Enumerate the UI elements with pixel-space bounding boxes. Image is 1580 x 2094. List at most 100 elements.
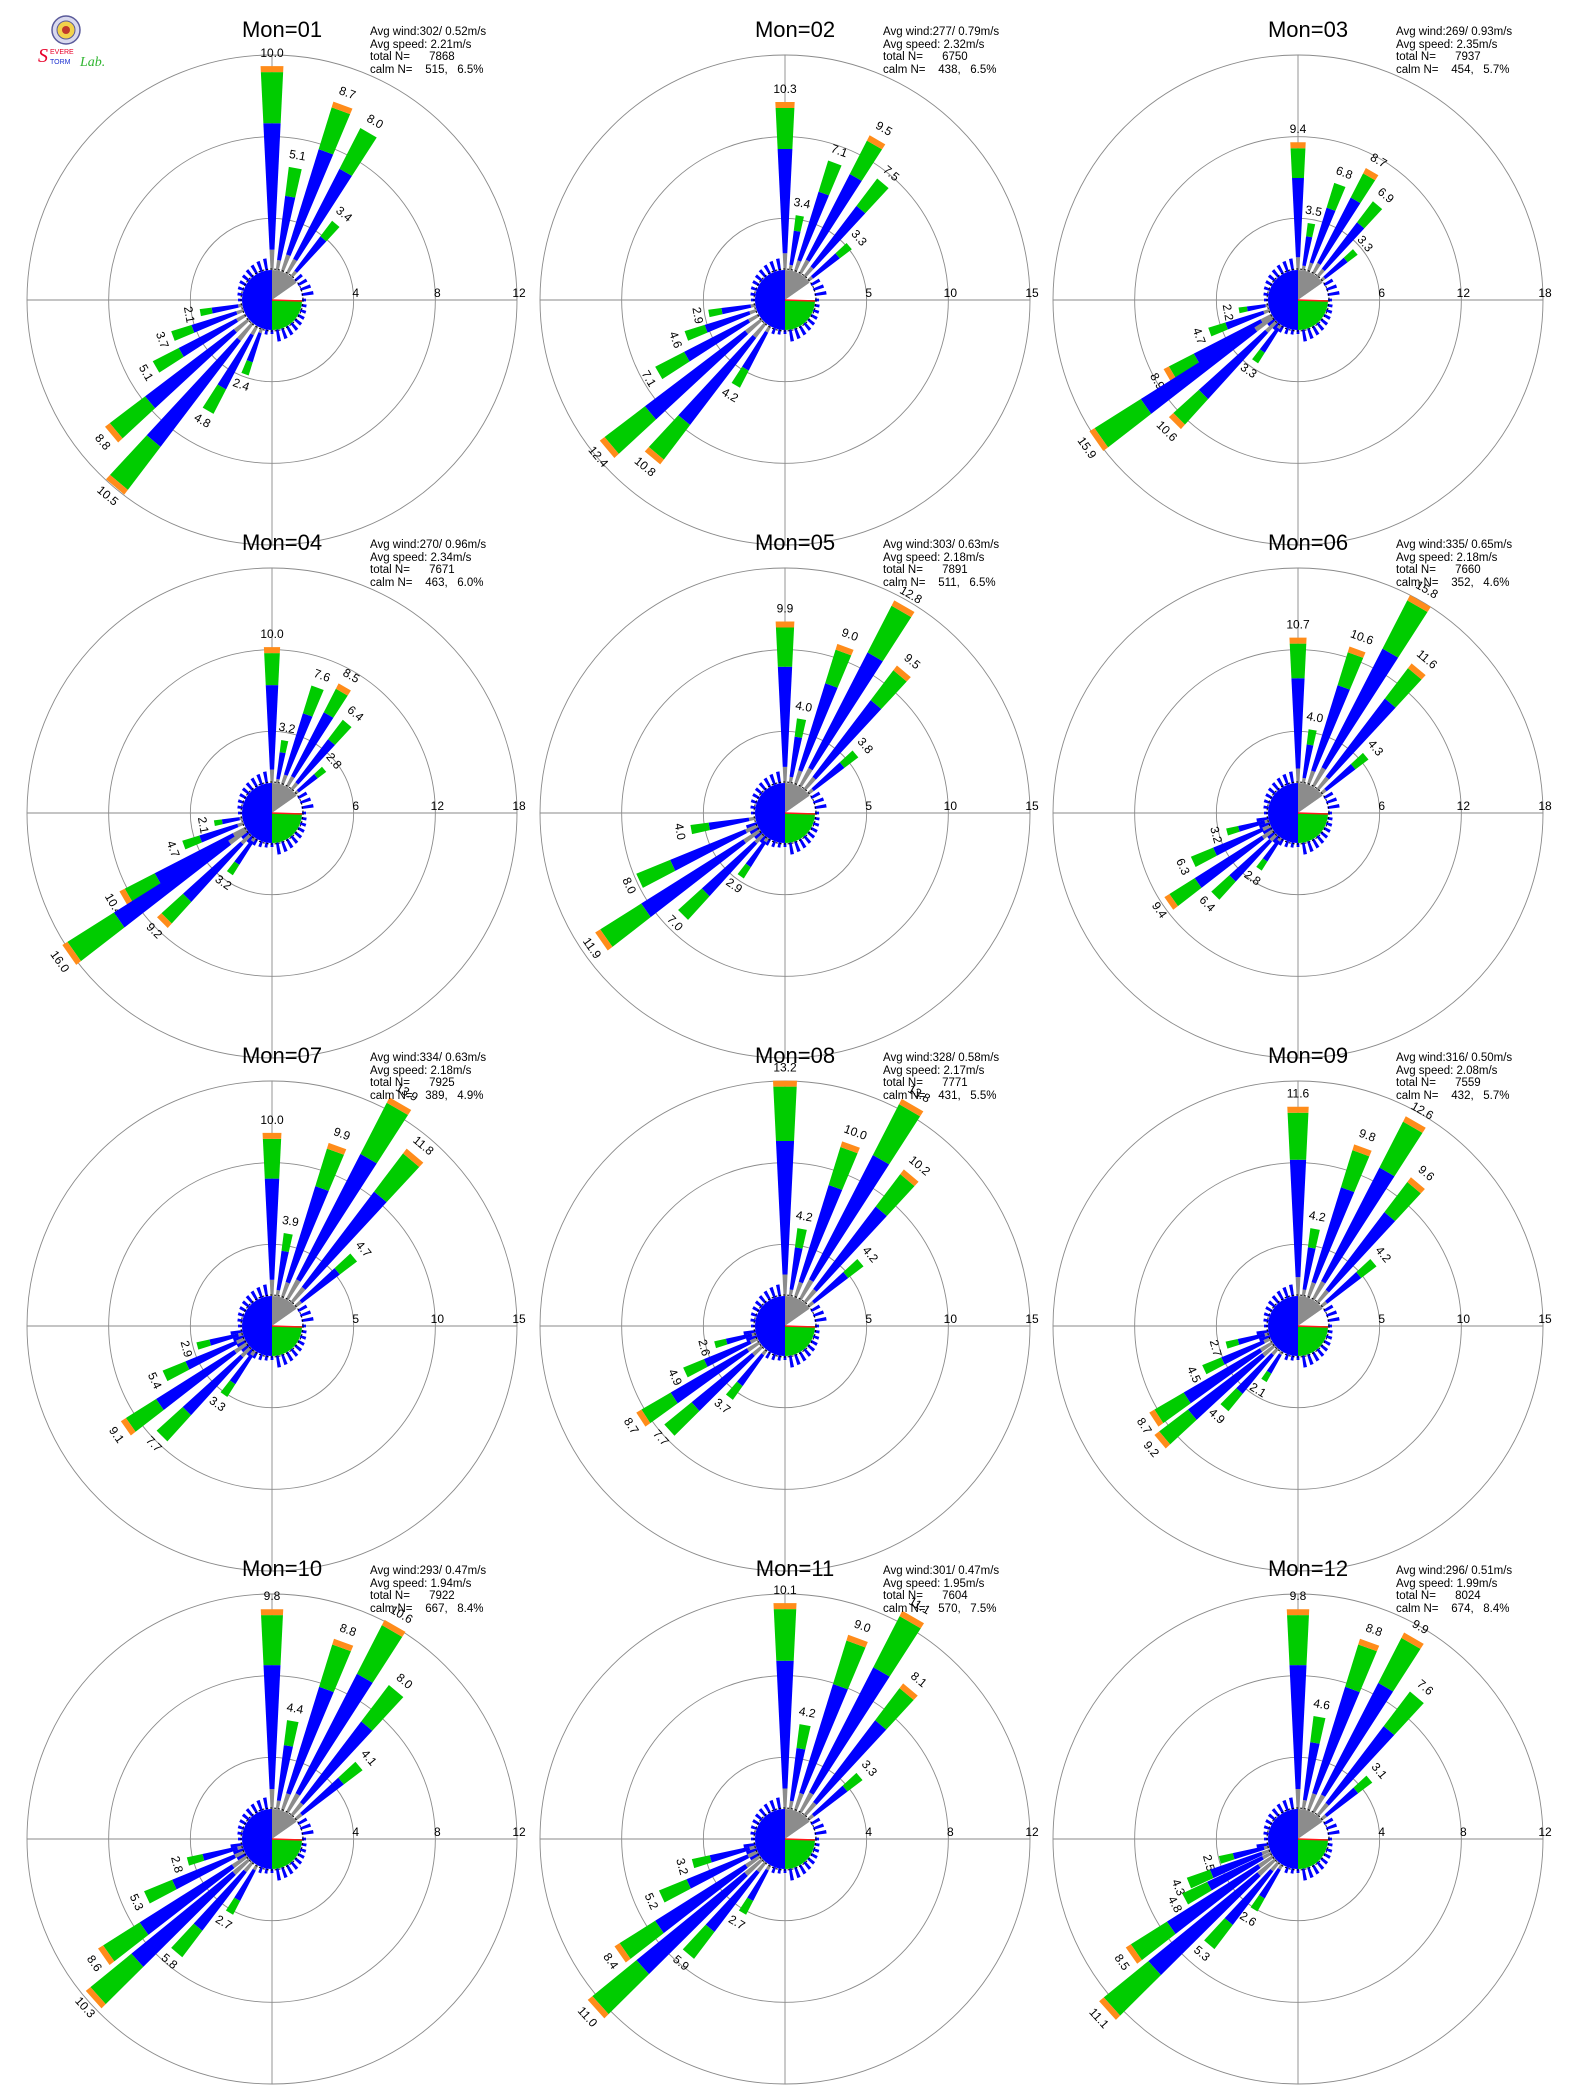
minor-bar xyxy=(236,1339,247,1348)
bar-segment-gray xyxy=(239,816,243,821)
bar-segment-gray xyxy=(1316,268,1325,278)
bar-segment-orange xyxy=(835,643,854,656)
bar-segment-blue xyxy=(708,817,750,831)
minor-bar xyxy=(299,822,307,827)
stat-calm-n: calm N= 463, 6.0% xyxy=(370,576,484,589)
bar-segment-orange xyxy=(773,1080,797,1087)
calm-sector-gray xyxy=(1298,1296,1323,1326)
minor-bar xyxy=(230,1842,243,1849)
bar-label: 3.2 xyxy=(673,1857,691,1877)
bar-label: 7.0 xyxy=(664,912,686,934)
bar-segment-green xyxy=(1287,1112,1309,1160)
bar-segment-orange xyxy=(403,1148,424,1167)
bar-segment-blue xyxy=(209,1333,239,1346)
bar-label: 7.6 xyxy=(312,666,333,685)
bar-segment-blue xyxy=(705,1869,760,1932)
bar-segment-green xyxy=(775,627,795,667)
bar-label: 3.7 xyxy=(153,330,172,351)
calm-sector-blue xyxy=(242,1809,272,1869)
ring-label: 12 xyxy=(512,1825,526,1839)
ring-label: 8 xyxy=(1460,1825,1467,1839)
stat-avg-speed: Avg speed: 2.08m/s xyxy=(1396,1064,1498,1077)
bar-segment-green xyxy=(261,1615,283,1666)
bar-segment-blue xyxy=(805,173,862,262)
bar-segment-orange xyxy=(899,1610,925,1629)
minor-bar xyxy=(246,835,254,844)
wind-rose-chart: 6 12 189.43.56.88.76.93.32.24.78.915.910.6… xyxy=(1052,54,1552,546)
minor-bar xyxy=(788,1355,795,1368)
minor-bar xyxy=(1263,1318,1269,1323)
stat-calm-n: calm N= 431, 5.5% xyxy=(883,1089,997,1102)
minor-bar xyxy=(241,831,250,840)
panel-title: Mon=09 xyxy=(1267,1043,1349,1068)
bar-segment-gray xyxy=(237,303,243,308)
stat-avg-speed: Avg speed: 2.34m/s xyxy=(370,551,472,564)
bar-segment-green xyxy=(655,351,690,380)
bar-segment-orange xyxy=(1290,142,1306,149)
bar-segment-orange xyxy=(326,1142,347,1155)
bar-segment-gray xyxy=(250,1349,257,1356)
bar-label: 6.4 xyxy=(1196,893,1218,915)
bar-segment-green xyxy=(682,1924,715,1959)
bar-segment-orange xyxy=(1407,663,1426,680)
stat-avg-wind: Avg wind:296/ 0.51m/s xyxy=(1396,1565,1513,1577)
minor-bar xyxy=(1284,840,1289,848)
minor-bar xyxy=(285,1864,294,1875)
minor-bar xyxy=(803,322,812,331)
bar-segment-orange xyxy=(260,1609,284,1616)
bar-segment-blue xyxy=(1225,310,1265,330)
bar-segment-gray xyxy=(1257,1854,1275,1869)
minor-bar xyxy=(810,1852,818,1859)
minor-bar xyxy=(1256,1329,1269,1336)
bar-segment-blue xyxy=(1325,1272,1362,1304)
bar-segment-blue xyxy=(670,829,747,871)
bar-segment-blue xyxy=(789,230,801,266)
minor-bar xyxy=(262,1797,269,1810)
ring-label: 18 xyxy=(1538,286,1552,300)
bar-segment-blue xyxy=(191,311,238,333)
bar-segment-blue xyxy=(1166,1864,1261,1934)
bar-segment-gray xyxy=(788,776,794,784)
minor-bar xyxy=(256,1286,263,1299)
bar-label: 4.3 xyxy=(1169,1877,1188,1898)
minor-bar xyxy=(810,313,818,320)
logo-text-torm: TORM xyxy=(50,59,71,66)
minor-bar xyxy=(1323,791,1334,800)
bar-segment-blue xyxy=(1309,207,1336,264)
bar-segment-blue xyxy=(1289,1665,1307,1790)
bar-segment-blue xyxy=(146,337,241,447)
minor-bar xyxy=(798,838,807,849)
bar-segment-gray xyxy=(1269,833,1278,842)
bar-segment-green xyxy=(360,1102,408,1164)
bar-segment-gray xyxy=(793,260,802,273)
bar-segment-blue xyxy=(1236,1352,1274,1394)
minor-bar xyxy=(275,1355,282,1368)
minor-bar xyxy=(250,777,259,788)
bar-segment-blue xyxy=(655,1864,748,1934)
bar-segment-blue xyxy=(1324,763,1356,792)
bar-segment-gray xyxy=(269,1789,275,1810)
bar-label: 2.7 xyxy=(213,1912,235,1933)
ring-label: 12 xyxy=(1025,1825,1039,1839)
bar-segment-green xyxy=(870,670,907,710)
stat-avg-speed: Avg speed: 1.94m/s xyxy=(370,1577,472,1590)
calm-sector-green xyxy=(785,300,815,330)
bar-segment-blue xyxy=(809,1154,890,1282)
bar-segment-gray xyxy=(745,824,759,834)
bar-segment-green xyxy=(775,107,795,150)
bar-segment-blue xyxy=(1194,835,1265,888)
bar-label: 6.8 xyxy=(1334,163,1355,182)
bar-label: 11.8 xyxy=(410,1133,436,1158)
bar-segment-blue xyxy=(211,304,239,314)
bar-segment-blue xyxy=(1302,1247,1316,1291)
minor-bar xyxy=(237,799,245,804)
minor-bar xyxy=(1325,284,1338,291)
bar-segment-blue xyxy=(1140,327,1258,414)
bar-segment-orange xyxy=(846,1634,868,1648)
bar-segment-blue xyxy=(1321,222,1365,272)
bar-segment-gray xyxy=(237,821,245,828)
minor-bar xyxy=(1311,838,1320,849)
panel-title: Mon=05 xyxy=(754,530,836,555)
bar-segment-green xyxy=(186,1854,205,1866)
calm-circle-outline xyxy=(240,781,304,845)
